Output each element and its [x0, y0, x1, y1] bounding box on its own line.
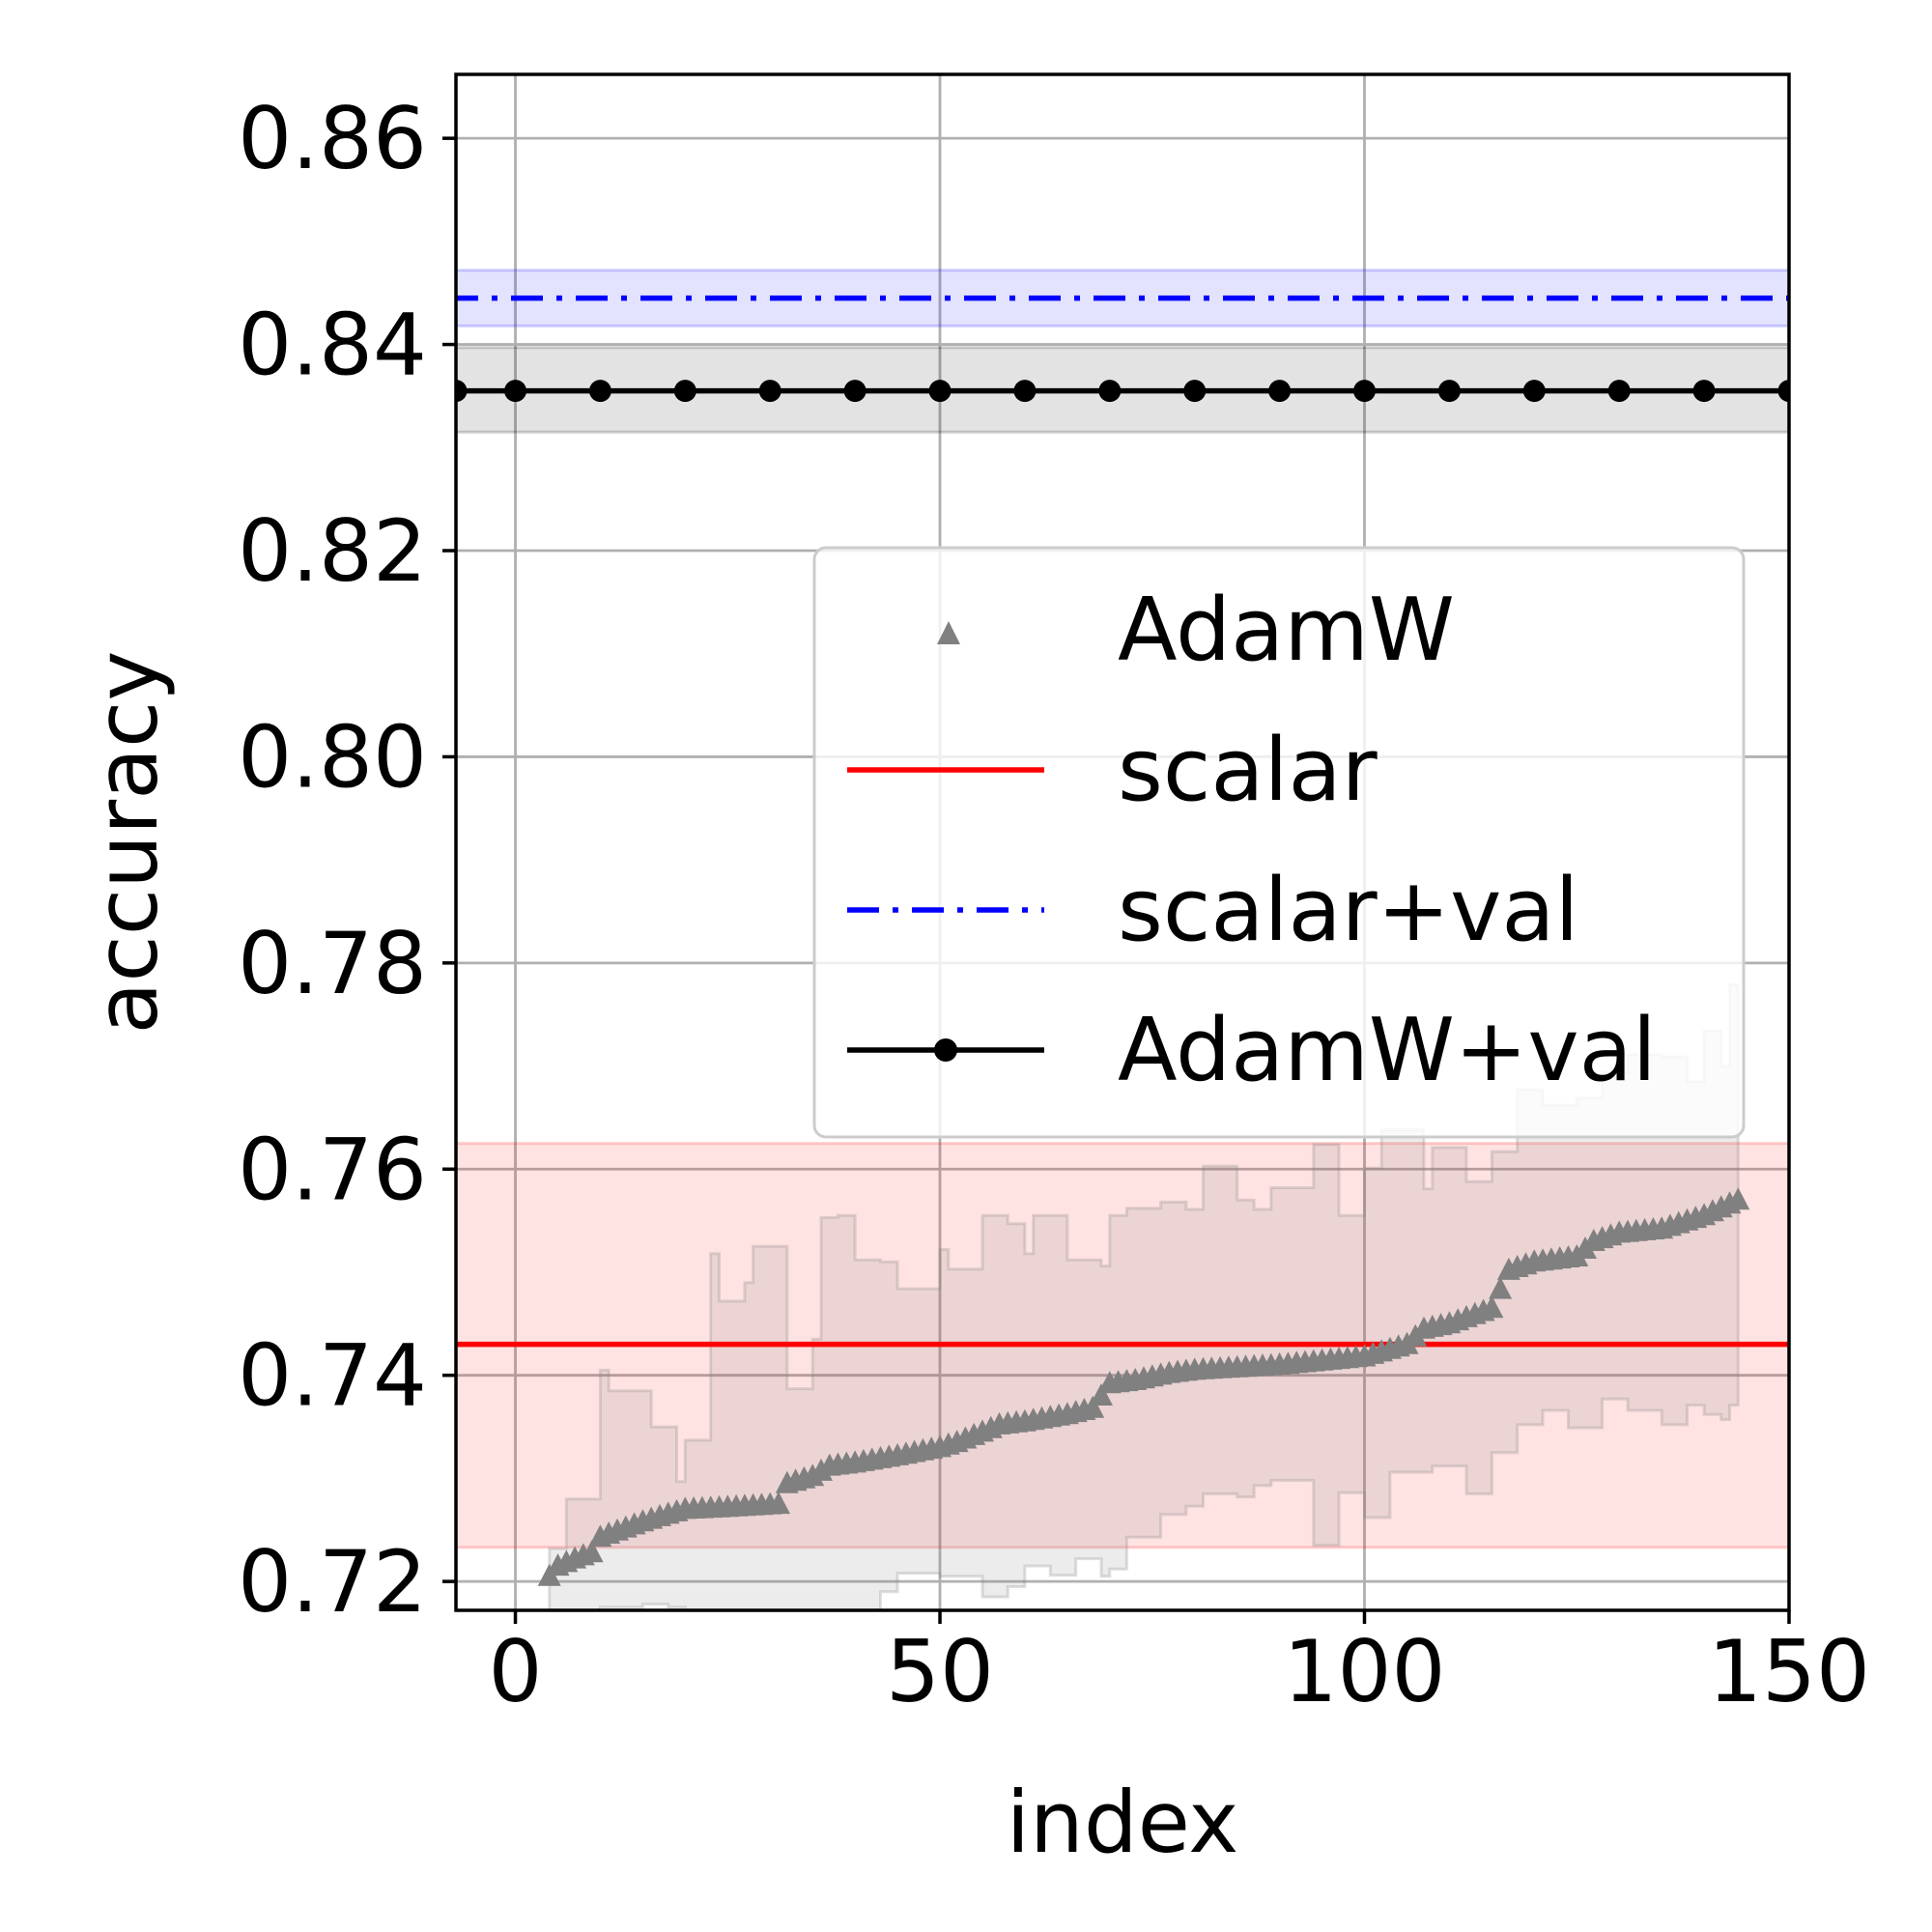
adamw-val-marker [1607, 380, 1631, 403]
x-tick-label: 100 [1284, 1622, 1446, 1721]
adamw-val-marker [1098, 380, 1122, 403]
adamw-point [1489, 1276, 1513, 1299]
legend-item-adamw: AdamW [937, 580, 1455, 681]
legend-label-scalar: scalar [1118, 720, 1378, 821]
adamw-val-marker [1268, 380, 1292, 403]
adamw-point [1480, 1295, 1504, 1319]
adamw-point [580, 1540, 604, 1563]
legend-label-adamw-val: AdamW+val [1118, 1000, 1657, 1101]
legend-triangle-marker [937, 621, 960, 644]
y-tick-label: 0.82 [238, 501, 427, 601]
plot-area [456, 269, 1789, 1610]
legend-item-scalar: scalar [847, 720, 1378, 821]
adamw-val-marker [673, 380, 696, 403]
x-axis-label: index [1007, 1773, 1239, 1872]
adamw-val-marker [1437, 380, 1461, 403]
x-tick-label: 150 [1708, 1622, 1870, 1721]
y-tick-label: 0.76 [238, 1120, 427, 1219]
adamw-val-marker [758, 380, 781, 403]
axes-frame [454, 72, 1791, 1612]
adamw-val-marker [928, 380, 952, 403]
adamw-val-marker [1353, 380, 1377, 403]
y-tick-label: 0.86 [238, 89, 427, 188]
legend: AdamW scalar scalar+val AdamW+val [812, 546, 1746, 1139]
adamw-val-marker [1183, 380, 1207, 403]
adamw-val-marker [588, 380, 611, 403]
adamw-val-marker [843, 380, 867, 403]
x-tick-label: 50 [886, 1622, 994, 1721]
y-tick-label: 0.78 [238, 914, 427, 1013]
legend-dot-marker [934, 1038, 957, 1062]
y-tick-label: 0.72 [238, 1532, 427, 1632]
y-tick-label: 0.80 [238, 707, 427, 807]
adamw-val-marker [456, 380, 468, 403]
adamw-val-marker [1777, 380, 1789, 403]
legend-item-adamw-val: AdamW+val [847, 1000, 1657, 1101]
y-tick-label: 0.84 [238, 296, 427, 395]
legend-frame [812, 546, 1746, 1139]
adamw-val-marker [1522, 380, 1546, 403]
legend-item-scalar-val: scalar+val [847, 860, 1579, 961]
adamw-point [1081, 1395, 1105, 1418]
adamw-point [1726, 1187, 1750, 1210]
adamw-val-marker [1013, 380, 1037, 403]
ticks: 0 50 100 150 0.72 0.74 0.76 0.78 0.80 0.82 0.84 0.8… [238, 89, 1870, 1721]
adamw-point [1090, 1383, 1113, 1406]
y-axis-label: accuracy [77, 650, 177, 1034]
adamw-point [767, 1492, 790, 1515]
y-tick-label: 0.74 [238, 1326, 427, 1426]
adamw-val-marker [1692, 380, 1716, 403]
adamw-val-marker [504, 380, 527, 403]
legend-label-adamw: AdamW [1118, 580, 1455, 681]
x-tick-label: 0 [489, 1622, 543, 1721]
legend-label-scalar-val: scalar+val [1118, 860, 1579, 961]
